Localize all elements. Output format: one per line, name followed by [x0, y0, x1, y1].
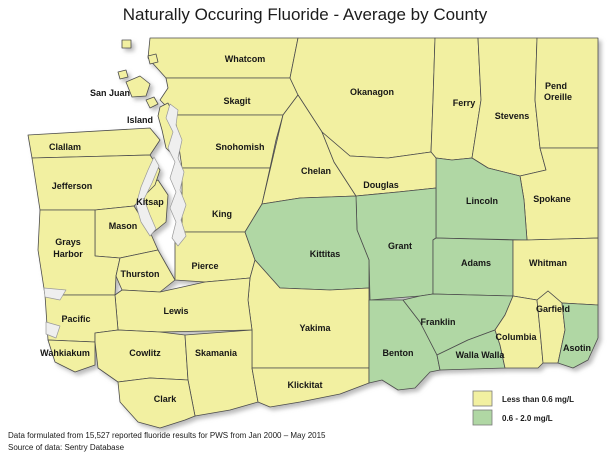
footnote-line-2: Source of data: Sentry Database	[8, 443, 125, 452]
county-label-chelan: Chelan	[301, 166, 331, 176]
county-douglas	[321, 131, 437, 197]
legend-swatch-above	[472, 409, 493, 426]
county-label-ferry: Ferry	[453, 98, 476, 108]
county-label-okanagon: Okanagon	[350, 87, 394, 97]
county-pierce	[174, 231, 256, 283]
county-label-lewis: Lewis	[163, 306, 188, 316]
county-label-grant: Grant	[388, 241, 412, 251]
county-label-whitman: Whitman	[529, 258, 567, 268]
county-label-snohomish: Snohomish	[216, 142, 265, 152]
county-label-douglas: Douglas	[363, 180, 399, 190]
water-features	[43, 103, 187, 339]
county-label-grays-harbor-2: Harbor	[53, 249, 83, 259]
san-juan-islet-2	[117, 69, 129, 80]
county-label-cowlitz: Cowlitz	[129, 348, 161, 358]
legend-label-below: Less than 0.6 mg/L	[502, 395, 574, 404]
grays-harbor-inlet-water	[43, 287, 67, 301]
county-label-king: King	[212, 209, 232, 219]
county-label-pend-oreille-2: Oreille	[544, 92, 572, 102]
county-label-pend-oreille-1: Pend	[545, 81, 567, 91]
county-label-skamania: Skamania	[195, 348, 238, 358]
county-label-lincoln: Lincoln	[466, 196, 498, 206]
hood-canal-water	[135, 156, 160, 237]
footnote-line-1: Data formulated from 15,527 reported flu…	[8, 431, 326, 440]
county-clark	[117, 377, 196, 429]
county-label-mason: Mason	[109, 221, 138, 231]
county-label-kittitas: Kittitas	[310, 249, 341, 259]
county-asotin	[557, 302, 599, 369]
county-label-grays-harbor-1: Grays	[55, 237, 81, 247]
county-labels: Whatcom Skagit Snohomish King Okanagon F…	[40, 54, 591, 404]
legend: Less than 0.6 mg/L 0.6 - 2.0 mg/L	[472, 390, 574, 426]
county-label-san-juan: San Juan	[90, 88, 130, 98]
county-label-asotin: Asotin	[563, 343, 591, 353]
legend-label-above: 0.6 - 2.0 mg/L	[502, 414, 553, 423]
county-label-kitsap: Kitsap	[136, 197, 164, 207]
willapa-bay-water	[45, 321, 61, 339]
county-stevens	[471, 37, 547, 177]
county-label-adams: Adams	[461, 258, 491, 268]
county-label-spokane: Spokane	[533, 194, 571, 204]
county-label-clark: Clark	[154, 394, 178, 404]
county-label-island: Island	[127, 115, 153, 125]
county-label-wahkiakum: Wahkiakum	[40, 348, 90, 358]
county-label-walla-walla: Walla Walla	[456, 350, 506, 360]
county-label-skagit: Skagit	[223, 96, 250, 106]
county-clallam	[27, 127, 161, 159]
county-label-pacific: Pacific	[61, 314, 90, 324]
county-label-klickitat: Klickitat	[287, 380, 322, 390]
county-label-garfield: Garfield	[536, 304, 570, 314]
county-label-jefferson: Jefferson	[52, 181, 93, 191]
county-san-juan	[125, 75, 151, 98]
washington-state-map	[27, 37, 599, 429]
puget-sound-water	[165, 103, 187, 247]
county-label-yakima: Yakima	[299, 323, 331, 333]
county-label-stevens: Stevens	[495, 111, 530, 121]
county-whitman	[512, 237, 599, 306]
county-label-clallam: Clallam	[49, 142, 81, 152]
san-juan-islet	[145, 96, 159, 109]
county-label-benton: Benton	[383, 348, 414, 358]
county-label-columbia: Columbia	[495, 332, 537, 342]
page-title: Naturally Occuring Fluoride - Average by…	[123, 5, 488, 24]
point-roberts-islet	[121, 39, 132, 49]
county-whatcom	[147, 37, 299, 79]
county-label-pierce: Pierce	[191, 261, 218, 271]
county-label-thurston: Thurston	[121, 269, 160, 279]
county-label-franklin: Franklin	[420, 317, 455, 327]
county-label-whatcom: Whatcom	[225, 54, 266, 64]
county-wahkiakum	[47, 339, 96, 373]
legend-swatch-below	[472, 390, 493, 407]
lummi-islet	[147, 53, 159, 65]
county-skamania	[184, 329, 259, 417]
